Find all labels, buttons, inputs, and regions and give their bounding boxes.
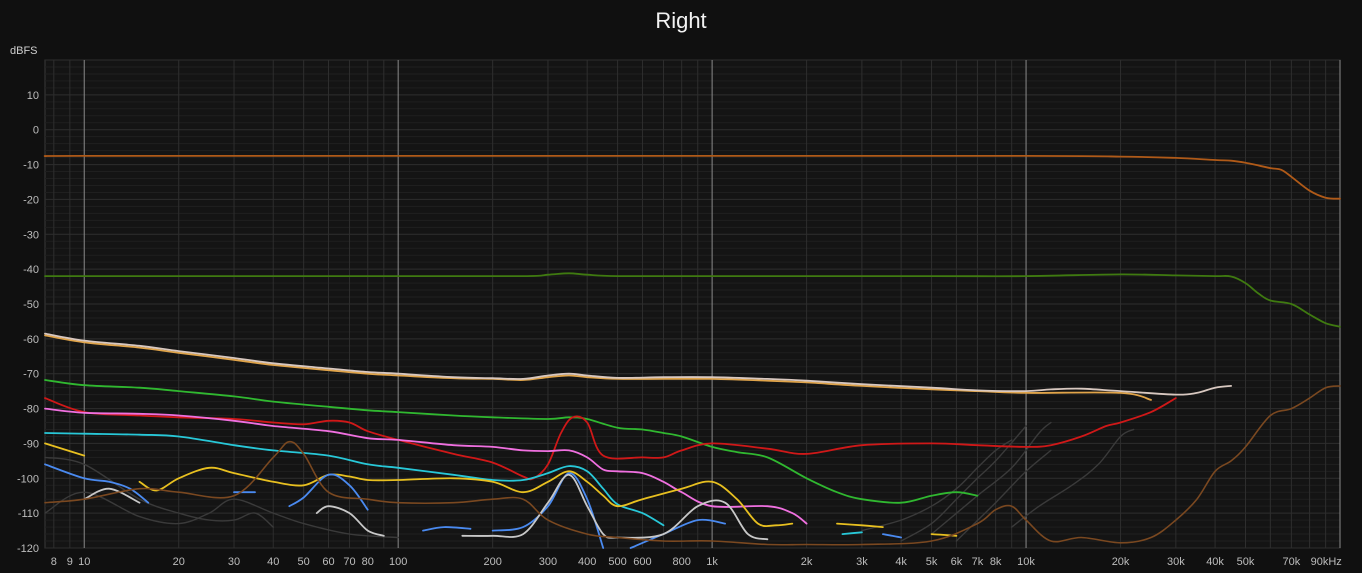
- series-line: [44, 463, 150, 504]
- series-line: [43, 154, 1341, 200]
- x-tick-label: 50: [298, 556, 310, 568]
- x-tick-label: 20: [173, 556, 185, 568]
- y-axis-label: dBFS: [10, 45, 38, 57]
- series-line: [315, 505, 385, 537]
- series-line: [44, 456, 274, 528]
- series-line: [138, 466, 794, 527]
- x-tick-label: 6k: [951, 556, 963, 568]
- series-layer: [43, 154, 1341, 549]
- x-tick-label: 10k: [1017, 556, 1035, 568]
- y-tick-label: -20: [23, 194, 39, 206]
- series-line: [882, 533, 902, 539]
- x-tick-label: 4k: [895, 556, 907, 568]
- series-line: [629, 518, 726, 549]
- series-line: [491, 472, 605, 549]
- y-tick-label: 0: [33, 125, 39, 137]
- x-tick-label: 9: [67, 556, 73, 568]
- series-line: [44, 272, 1341, 328]
- x-tick-label: 400: [578, 556, 596, 568]
- series-line: [288, 473, 369, 511]
- series-line: [44, 442, 86, 457]
- y-axis-ticks: 10 0 -10 -20 -30 -40 -50 -60 -70 -80 -90 -100 -110 -1…: [17, 90, 39, 555]
- series-line: [836, 522, 884, 528]
- x-tick-label: 70k: [1282, 556, 1300, 568]
- x-tick-label: 2k: [801, 556, 813, 568]
- y-tick-label: -30: [23, 229, 39, 241]
- x-tick-label: 30k: [1167, 556, 1185, 568]
- series-line: [44, 397, 1177, 481]
- x-tick-label: 100: [389, 556, 407, 568]
- series-line: [422, 526, 472, 532]
- y-tick-label: 10: [27, 90, 39, 102]
- series-line: [900, 425, 1027, 542]
- major-grid: [45, 59, 1341, 549]
- series-line: [930, 533, 958, 537]
- series-line: [841, 531, 863, 535]
- y-tick-label: -70: [23, 369, 39, 381]
- x-tick-label: 7k: [972, 556, 984, 568]
- x-tick-label: 800: [673, 556, 691, 568]
- x-tick-label: 300: [539, 556, 557, 568]
- x-tick-label: 8k: [990, 556, 1002, 568]
- x-tick-label: 3k: [856, 556, 868, 568]
- y-tick-label: -90: [23, 438, 39, 450]
- chart-title: Right: [655, 8, 707, 33]
- x-tick-label: 500: [608, 556, 626, 568]
- x-tick-label: 90kHz: [1311, 556, 1342, 568]
- y-tick-label: -110: [18, 508, 39, 520]
- y-tick-label: -100: [17, 473, 39, 485]
- x-tick-label: 20k: [1112, 556, 1130, 568]
- x-tick-label: 200: [483, 556, 501, 568]
- y-tick-label: -50: [23, 299, 39, 311]
- series-line: [44, 491, 399, 539]
- series-line: [1011, 428, 1135, 528]
- x-tick-label: 30: [228, 556, 240, 568]
- series-line: [44, 334, 1152, 401]
- y-tick-label: -60: [23, 334, 39, 346]
- series-line: [44, 332, 1232, 396]
- series-line: [44, 385, 1341, 546]
- y-tick-label: -10: [23, 160, 39, 172]
- x-tick-label: 70: [343, 556, 355, 568]
- x-tick-label: 1k: [706, 556, 718, 568]
- series-line: [44, 407, 808, 525]
- series-line: [955, 449, 1052, 542]
- x-tick-label: 10: [78, 556, 90, 568]
- y-tick-label: -120: [17, 543, 39, 555]
- x-tick-label: 50k: [1237, 556, 1255, 568]
- x-tick-label: 600: [633, 556, 651, 568]
- x-tick-label: 80: [362, 556, 374, 568]
- x-tick-label: 8: [51, 556, 57, 568]
- y-tick-label: -80: [23, 404, 39, 416]
- series-line: [930, 421, 1052, 535]
- series-line: [83, 487, 141, 504]
- x-tick-label: 40k: [1206, 556, 1224, 568]
- y-tick-label: -40: [23, 264, 39, 276]
- series-line: [861, 439, 1013, 532]
- x-tick-label: 60: [322, 556, 334, 568]
- x-axis-ticks: 8 9 10 20 30 40 50 60 70 80 100 200 300 400 500 600 800 1…: [51, 556, 1342, 568]
- series-line: [44, 379, 979, 504]
- series-line: [44, 432, 665, 527]
- x-tick-label: 40: [267, 556, 279, 568]
- series-line: [461, 473, 769, 541]
- x-tick-label: 5k: [926, 556, 938, 568]
